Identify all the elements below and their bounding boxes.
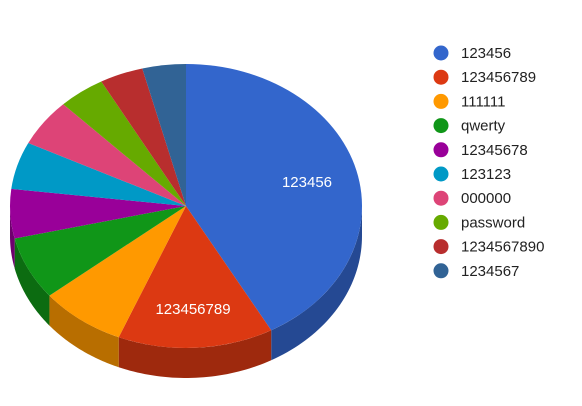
legend-marker (433, 45, 449, 61)
legend-label: 1234567 (461, 263, 519, 280)
slice (101, 68, 186, 206)
legend-label: qwerty (461, 118, 506, 135)
pie (10, 64, 362, 378)
slice (10, 188, 187, 239)
legend-marker (433, 93, 449, 109)
slice-side (271, 206, 362, 361)
slice (118, 206, 272, 348)
slice-side (14, 238, 50, 326)
legend-marker (433, 166, 449, 182)
legend-label: 000000 (461, 190, 511, 207)
legend-label: 111111 (461, 93, 506, 110)
legend-marker (433, 142, 449, 158)
legend-label: 12345678 (461, 142, 528, 159)
legend-marker (433, 214, 449, 230)
slice (49, 206, 186, 338)
legend-marker (433, 190, 449, 206)
slice (28, 104, 187, 206)
slice-side (10, 206, 15, 269)
slice (142, 64, 186, 206)
slice-labels: 123456 123456789 (155, 174, 332, 318)
legend-marker (433, 118, 449, 134)
legend-label: password (461, 214, 525, 231)
slice (63, 81, 186, 206)
slice-label: 123456 (282, 174, 332, 191)
legend-label: 123456789 (461, 69, 536, 86)
slice-label: 123456789 (155, 301, 230, 318)
legend-marker (433, 263, 449, 279)
legend-label: 123456 (461, 45, 511, 62)
slice (11, 142, 187, 206)
legend: 123456 123456789 111111 qwerty 12345678 12312… (433, 45, 544, 280)
slice (186, 64, 362, 331)
legend-label: 123123 (461, 166, 511, 183)
legend-marker (433, 239, 449, 255)
legend-marker (433, 69, 449, 85)
slice (14, 206, 186, 296)
legend-label: 1234567890 (461, 239, 544, 256)
slice-side (49, 295, 119, 368)
slice-side (118, 330, 272, 378)
